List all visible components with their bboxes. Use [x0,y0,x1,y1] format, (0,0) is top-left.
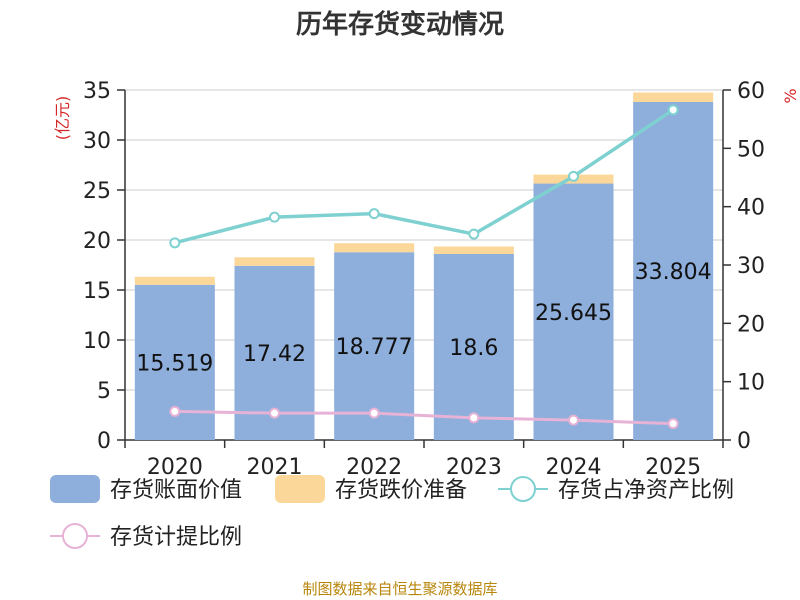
left-axis-tick-label: 20 [83,229,111,254]
x-axis-tick-label: 2020 [147,455,203,480]
bar-impairment-reserve [234,257,315,266]
x-axis-tick-label: 2024 [546,455,602,480]
left-axis-tick-label: 10 [83,329,111,354]
bar-value-label: 18.777 [336,335,413,360]
point-provision-ratio [568,414,579,426]
legend-book-value-swatch [50,475,100,503]
left-axis-unit-label: (亿元) [53,96,72,141]
x-axis-tick-label: 2023 [446,455,502,480]
bar-value-label: 25.645 [535,301,612,326]
point-net-asset-ratio [568,170,579,182]
point-net-asset-ratio [368,208,380,220]
right-axis-tick-label: 60 [737,79,765,104]
bar-book-value [433,254,514,440]
right-axis-tick-label: 10 [737,371,765,396]
point-net-asset-ratio [667,104,679,116]
right-axis-tick-label: 20 [737,312,765,337]
left-axis-tick-label: 15 [83,279,111,304]
point-provision-ratio [468,412,480,424]
source-note: 制图数据来自恒生聚源数据库 [302,580,497,598]
left-axis-tick-label: 25 [83,179,111,204]
legend-net-asset-ratio-label: 存货占净资产比例 [558,478,734,503]
left-axis-tick-label: 0 [97,429,111,454]
bar-impairment-reserve [334,243,415,253]
bar-book-value [533,183,614,441]
left-axis-tick-label: 35 [83,79,111,104]
left-axis-tick-label: 5 [97,379,111,404]
legend-net-asset-ratio-swatch-marker [510,476,536,502]
line-provision-ratio [174,409,674,426]
line-net-asset-ratio [174,108,675,245]
legend-book-value-label: 存货账面价值 [110,478,242,503]
legend-impairment-reserve-label: 存货跌价准备 [335,478,467,503]
point-net-asset-ratio [269,211,280,223]
point-provision-ratio [667,418,679,430]
bar-value-label: 33.804 [635,260,712,285]
point-provision-ratio [269,407,280,419]
point-net-asset-ratio [468,228,480,240]
legend-impairment-reserve-swatch [275,475,325,503]
bar-impairment-reserve [134,276,215,285]
point-net-asset-ratio [169,237,181,249]
right-axis-tick-label: 0 [737,429,751,454]
bar-impairment-reserve [633,92,714,102]
x-axis-tick-label: 2025 [645,455,701,480]
right-axis-tick-label: 30 [737,254,765,279]
right-axis-tick-label: 50 [737,137,765,162]
point-provision-ratio [169,405,181,417]
bar-impairment-reserve [433,246,514,254]
x-axis-tick-label: 2022 [346,455,402,480]
legend-provision-ratio-swatch-marker [62,523,88,549]
bar-value-label: 18.6 [449,336,498,361]
right-axis-unit-label: % [781,88,800,103]
point-provision-ratio [368,407,380,419]
right-axis-tick-label: 40 [737,196,765,221]
bar-book-value [633,101,714,441]
chart-title: 历年存货变动情况 [296,9,504,40]
left-axis-tick-label: 30 [83,129,111,154]
bar-value-label: 17.42 [243,342,306,367]
bar-value-label: 15.519 [136,351,213,376]
legend-provision-ratio-label: 存货计提比例 [110,525,242,550]
